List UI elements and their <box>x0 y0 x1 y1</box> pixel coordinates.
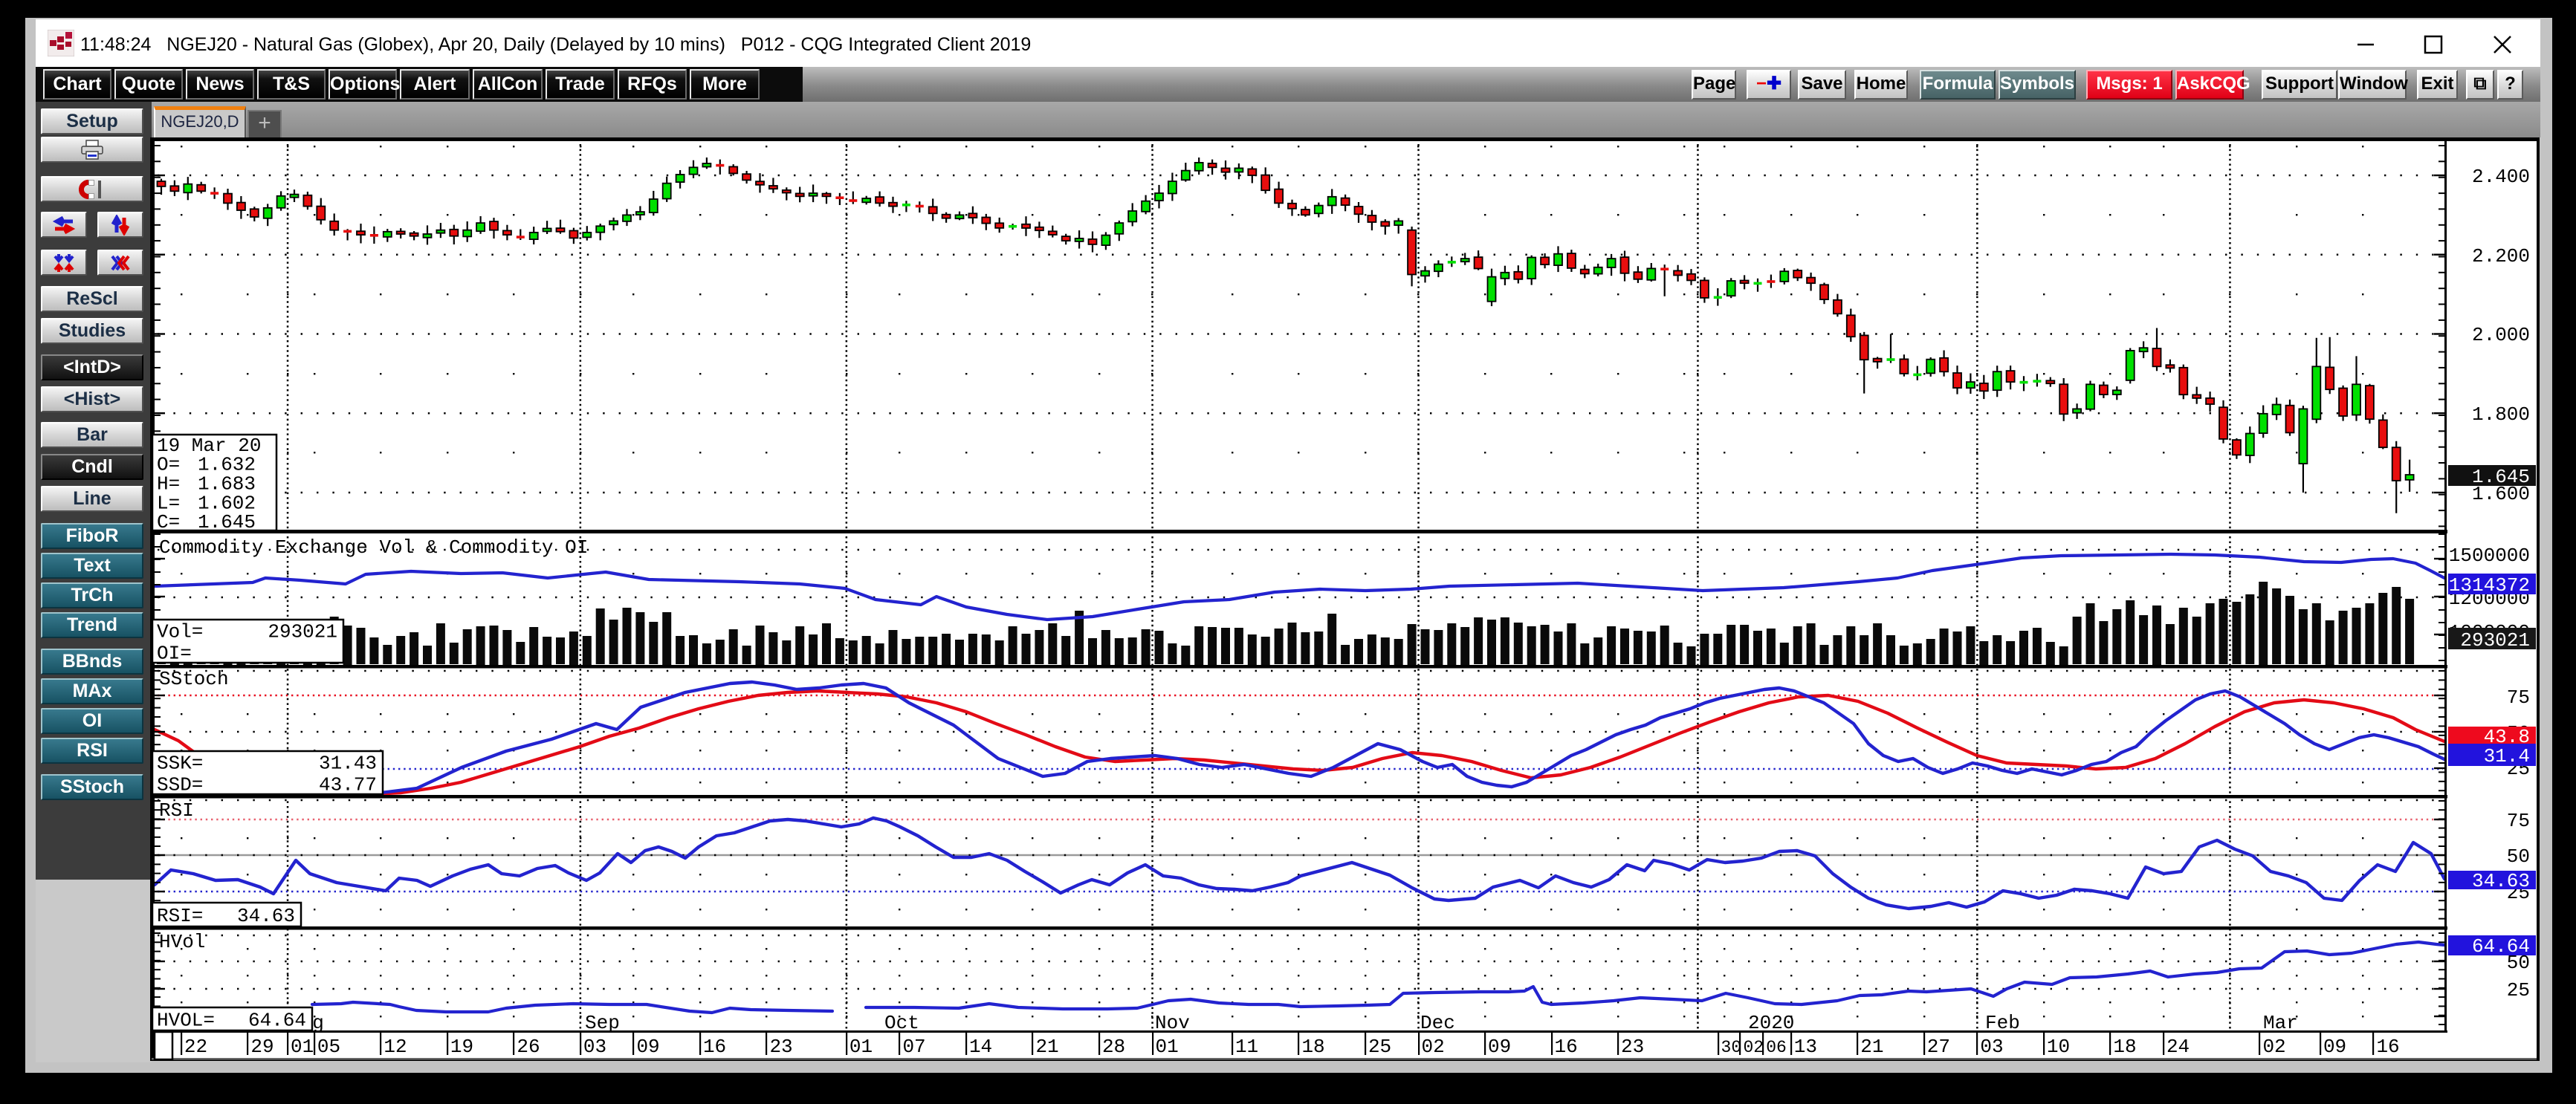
svg-text:1.602: 1.602 <box>198 492 256 514</box>
svg-text:22: 22 <box>184 1036 207 1058</box>
svg-text:2.400: 2.400 <box>2472 166 2530 188</box>
svg-text:RSI: RSI <box>159 799 194 822</box>
svg-text:09: 09 <box>636 1036 659 1058</box>
svg-text:1.632: 1.632 <box>198 454 256 476</box>
svg-text:Sep: Sep <box>585 1012 620 1034</box>
svg-text:50: 50 <box>2507 952 2530 974</box>
svg-text:01: 01 <box>291 1036 314 1058</box>
svg-text:14: 14 <box>969 1036 992 1058</box>
svg-text:2020: 2020 <box>1748 1012 1794 1034</box>
svg-text:16: 16 <box>1555 1036 1578 1058</box>
svg-text:64.64: 64.64 <box>248 1010 306 1032</box>
svg-text:Oct: Oct <box>884 1012 919 1034</box>
svg-text:H=: H= <box>157 473 180 496</box>
svg-text:1314372: 1314372 <box>2449 574 2530 597</box>
svg-text:18: 18 <box>1301 1036 1324 1058</box>
svg-text:SSD=: SSD= <box>157 774 203 796</box>
svg-text:19: 19 <box>450 1036 473 1058</box>
svg-text:09: 09 <box>1488 1036 1511 1058</box>
svg-text:12: 12 <box>384 1036 407 1058</box>
svg-text:23: 23 <box>769 1036 792 1058</box>
svg-text:25: 25 <box>2507 979 2530 1001</box>
svg-text:1.600: 1.600 <box>2472 483 2530 505</box>
svg-text:05: 05 <box>317 1036 340 1058</box>
svg-text:10: 10 <box>2047 1036 2070 1058</box>
svg-text:Vol=: Vol= <box>157 621 203 643</box>
svg-text:02: 02 <box>1422 1036 1445 1058</box>
svg-text:31.43: 31.43 <box>319 753 377 775</box>
svg-text:31.4: 31.4 <box>2484 745 2530 767</box>
svg-text:02: 02 <box>2262 1036 2285 1058</box>
svg-text:OI=: OI= <box>157 643 192 665</box>
svg-text:03: 03 <box>1980 1036 2003 1058</box>
svg-text:30: 30 <box>1721 1038 1742 1057</box>
svg-text:O=: O= <box>157 454 180 476</box>
svg-text:Dec: Dec <box>1420 1012 1455 1034</box>
svg-text:293021: 293021 <box>2460 629 2530 652</box>
svg-text:16: 16 <box>2376 1036 2399 1058</box>
svg-text:1.683: 1.683 <box>198 473 256 496</box>
svg-text:75: 75 <box>2507 810 2530 832</box>
svg-text:Commodity Exchange Vol & Commo: Commodity Exchange Vol & Commodity OI <box>159 536 588 559</box>
svg-text:21: 21 <box>1860 1036 1883 1058</box>
svg-text:19 Mar 20: 19 Mar 20 <box>157 435 261 457</box>
svg-text:24: 24 <box>2166 1036 2190 1058</box>
svg-text:RSI=: RSI= <box>157 905 203 927</box>
svg-text:26: 26 <box>517 1036 540 1058</box>
svg-text:75: 75 <box>2507 686 2530 709</box>
svg-text:2.000: 2.000 <box>2472 324 2530 346</box>
svg-text:SStoch: SStoch <box>159 668 229 690</box>
svg-text:C=: C= <box>157 511 180 533</box>
svg-text:11: 11 <box>1235 1036 1258 1058</box>
svg-text:16: 16 <box>703 1036 726 1058</box>
svg-text:03: 03 <box>583 1036 606 1058</box>
svg-text:Nov: Nov <box>1155 1012 1190 1034</box>
svg-text:34.63: 34.63 <box>2472 870 2530 892</box>
svg-text:Feb: Feb <box>1985 1012 2020 1034</box>
svg-text:34.63: 34.63 <box>237 905 295 927</box>
svg-text:2.200: 2.200 <box>2472 245 2530 267</box>
svg-text:28: 28 <box>1102 1036 1125 1058</box>
svg-text:01: 01 <box>1156 1036 1179 1058</box>
svg-text:18: 18 <box>2113 1036 2136 1058</box>
svg-text:29: 29 <box>250 1036 274 1058</box>
svg-text:HVol: HVol <box>159 931 205 953</box>
svg-text:1.645: 1.645 <box>198 511 256 533</box>
svg-text:1.645: 1.645 <box>2472 466 2530 488</box>
svg-text:293021: 293021 <box>268 621 337 643</box>
svg-text:64.64: 64.64 <box>2472 935 2530 958</box>
svg-text:1500000: 1500000 <box>2449 545 2530 567</box>
svg-text:HVOL=: HVOL= <box>157 1010 215 1032</box>
svg-text:SSK=: SSK= <box>157 753 203 775</box>
svg-text:13: 13 <box>1794 1036 1817 1058</box>
svg-text:27: 27 <box>1927 1036 1950 1058</box>
svg-text:02: 02 <box>1743 1038 1764 1057</box>
svg-text:09: 09 <box>2323 1036 2346 1058</box>
svg-text:1.800: 1.800 <box>2472 403 2530 426</box>
svg-text:01: 01 <box>850 1036 873 1058</box>
svg-text:23: 23 <box>1621 1036 1644 1058</box>
svg-text:43.77: 43.77 <box>319 774 377 796</box>
svg-text:Mar: Mar <box>2263 1012 2298 1034</box>
svg-text:25: 25 <box>1368 1036 1391 1058</box>
svg-text:21: 21 <box>1035 1036 1058 1058</box>
svg-text:50: 50 <box>2507 845 2530 868</box>
svg-text:06: 06 <box>1766 1038 1787 1057</box>
svg-text:07: 07 <box>902 1036 925 1058</box>
svg-text:L=: L= <box>157 492 180 514</box>
